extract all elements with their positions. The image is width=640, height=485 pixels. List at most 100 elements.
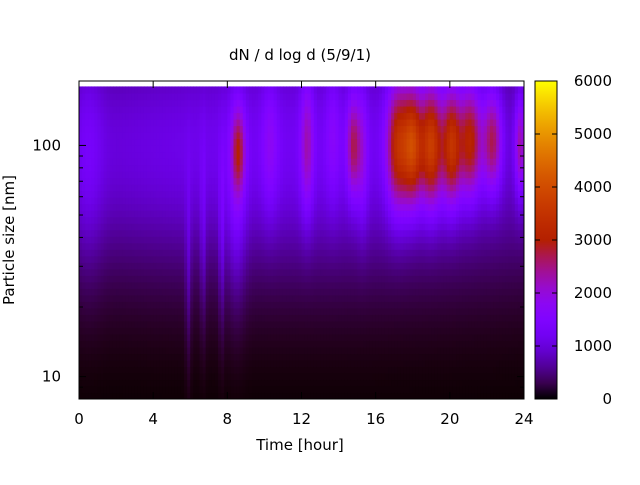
- heatmap-cell: [313, 164, 318, 172]
- heatmap-cell: [119, 372, 123, 381]
- heatmap-cell: [156, 118, 160, 127]
- heatmap-cell: [153, 145, 157, 153]
- heatmap-cell: [97, 145, 102, 153]
- heatmap-cell: [252, 340, 256, 348]
- heatmap-cell: [335, 353, 340, 361]
- heatmap-cell: [159, 118, 164, 127]
- heatmap-cell: [310, 92, 315, 101]
- heatmap-cell: [103, 301, 108, 309]
- heatmap-cell: [267, 346, 272, 355]
- heatmap-cell: [230, 125, 235, 133]
- heatmap-cell: [252, 164, 256, 172]
- heatmap-cell: [248, 92, 253, 101]
- heatmap-cell: [119, 190, 123, 198]
- heatmap-cell: [187, 145, 191, 153]
- heatmap-cell: [85, 92, 89, 101]
- heatmap-cell: [313, 216, 318, 224]
- heatmap-cell: [304, 151, 309, 159]
- heatmap-cell: [391, 320, 395, 328]
- heatmap-cell: [378, 197, 383, 205]
- heatmap-cell: [344, 223, 349, 231]
- heatmap-cell: [100, 145, 105, 153]
- heatmap-cell: [354, 105, 358, 114]
- heatmap-cell: [88, 301, 92, 309]
- heatmap-cell: [375, 92, 380, 101]
- heatmap-cell: [332, 275, 337, 283]
- heatmap-cell: [177, 138, 182, 146]
- heatmap-cell: [230, 112, 235, 120]
- heatmap-cell: [214, 288, 219, 296]
- heatmap-cell: [273, 242, 278, 250]
- heatmap-cell: [388, 307, 392, 315]
- heatmap-cell: [106, 242, 111, 250]
- heatmap-cell: [224, 379, 228, 387]
- heatmap-cell: [187, 353, 191, 361]
- heatmap-cell: [177, 223, 182, 231]
- heatmap-cell: [202, 132, 207, 140]
- heatmap-cell: [196, 281, 201, 289]
- heatmap-cell: [106, 327, 111, 335]
- heatmap-cell: [304, 99, 309, 107]
- heatmap-cell: [320, 379, 324, 387]
- heatmap-cell: [344, 294, 349, 302]
- heatmap-cell: [103, 320, 108, 328]
- heatmap-cell: [180, 158, 185, 166]
- heatmap-cell: [153, 184, 157, 192]
- heatmap-cell: [119, 275, 123, 283]
- heatmap-cell: [320, 385, 324, 394]
- heatmap-cell: [125, 366, 130, 374]
- heatmap-cell: [354, 392, 358, 399]
- heatmap-cell: [140, 145, 145, 153]
- heatmap-cell: [307, 346, 312, 355]
- heatmap-cell: [221, 184, 225, 192]
- heatmap-cell: [91, 392, 96, 399]
- heatmap-cell: [369, 158, 374, 166]
- heatmap-cell: [208, 125, 213, 133]
- heatmap-cell: [109, 177, 114, 185]
- heatmap-cell: [372, 138, 377, 146]
- heatmap-cell: [354, 385, 358, 394]
- heatmap-cell: [190, 372, 194, 381]
- heatmap-cell: [171, 307, 176, 315]
- heatmap-cell: [103, 210, 108, 218]
- heatmap-cell: [94, 372, 99, 381]
- heatmap-cell: [347, 301, 352, 309]
- heatmap-cell: [363, 158, 367, 166]
- heatmap-cell: [153, 268, 157, 276]
- heatmap-cell: [310, 158, 315, 166]
- heatmap-cell: [276, 281, 281, 289]
- heatmap-cell: [323, 333, 327, 341]
- chart-title: dN / d log d (5/9/1): [229, 46, 371, 64]
- heatmap-cell: [279, 145, 284, 153]
- heatmap-cell: [100, 151, 105, 159]
- heatmap-cell: [242, 145, 247, 153]
- heatmap-cell: [205, 294, 210, 302]
- heatmap-cell: [156, 236, 160, 244]
- heatmap-cell: [221, 164, 225, 172]
- heatmap-cell: [341, 262, 346, 270]
- heatmap-cell: [316, 346, 321, 355]
- heatmap-cell: [165, 177, 170, 185]
- heatmap-cell: [150, 158, 154, 166]
- heatmap-cell: [103, 314, 108, 322]
- heatmap-cell: [344, 327, 349, 335]
- heatmap-cell: [310, 359, 315, 368]
- heatmap-cell: [91, 327, 96, 335]
- heatmap-cell: [252, 92, 256, 101]
- heatmap-cell: [326, 112, 330, 120]
- heatmap-cell: [326, 359, 330, 368]
- heatmap-cell: [286, 340, 290, 348]
- heatmap-cell: [82, 392, 86, 399]
- heatmap-cell: [369, 320, 374, 328]
- heatmap-cell: [242, 307, 247, 315]
- heatmap-cell: [289, 392, 293, 399]
- heatmap-cell: [282, 249, 287, 257]
- heatmap-cell: [116, 294, 120, 302]
- heatmap-cell: [190, 177, 194, 185]
- heatmap-cell: [196, 105, 201, 114]
- heatmap-cell: [369, 112, 374, 120]
- heatmap-cell: [350, 112, 355, 120]
- heatmap-cell: [245, 314, 250, 322]
- heatmap-cell: [292, 151, 296, 159]
- heatmap-cell: [106, 307, 111, 315]
